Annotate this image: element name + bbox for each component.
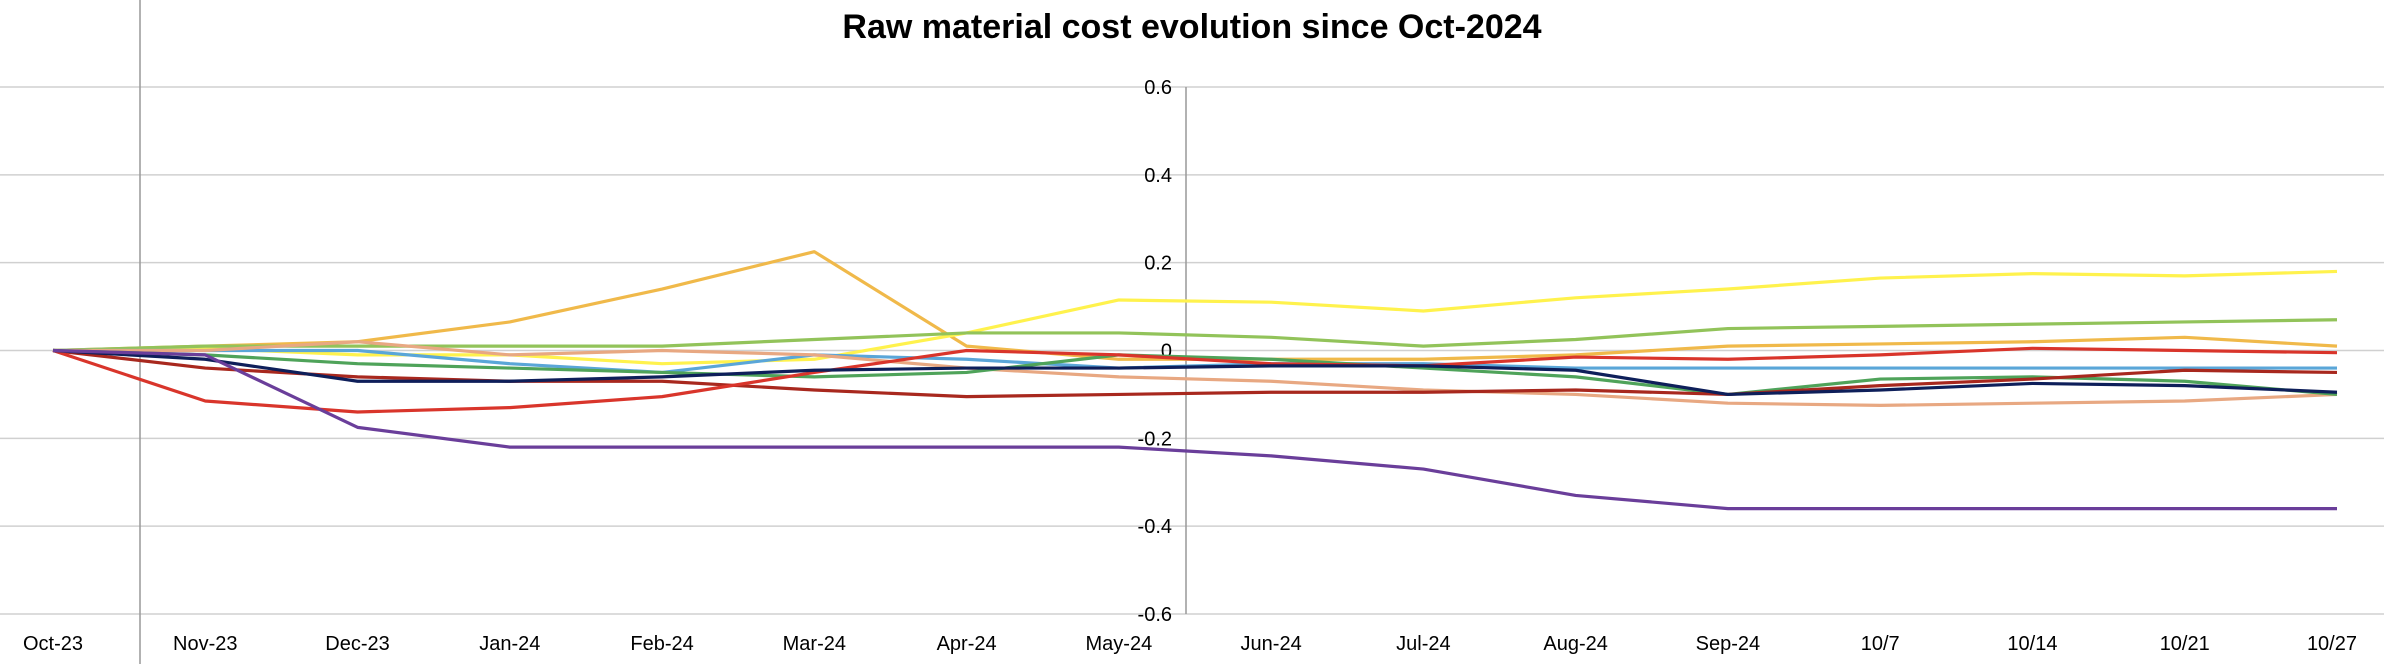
chart-title: Raw material cost evolution since Oct-20…	[842, 8, 1542, 46]
x-tick-label: Jun-24	[1241, 633, 1302, 655]
x-tick-label: Aug-24	[1543, 633, 1608, 655]
x-tick-label: Oct-23	[23, 633, 83, 655]
x-tick-label: 10/21	[2160, 633, 2210, 655]
y-tick-label: 0.6	[1144, 77, 1172, 99]
x-tick-label: Jul-24	[1396, 633, 1450, 655]
series-line-4	[53, 348, 2337, 375]
x-tick-label: Dec-23	[325, 633, 389, 655]
series-line-5	[53, 340, 2338, 407]
x-tick-label: Sep-24	[1696, 633, 1761, 655]
y-tick-label: -0.2	[1138, 428, 1172, 450]
series-line-3	[52, 318, 2338, 353]
series-line-8	[52, 346, 2338, 414]
series-line-6	[52, 348, 2338, 397]
x-tick-label: Nov-23	[173, 633, 237, 655]
x-tick-label: Jan-24	[479, 633, 540, 655]
y-tick-label: 0.4	[1144, 165, 1172, 187]
x-tick-label: 10/14	[2007, 633, 2057, 655]
series-line-7	[52, 348, 2338, 399]
x-tick-label: Mar-24	[783, 633, 846, 655]
x-tick-label: 10/7	[1861, 633, 1900, 655]
series-line-2	[52, 269, 2338, 366]
series-line-1	[52, 250, 2338, 361]
x-tick-label: May-24	[1086, 633, 1153, 655]
x-tick-label: 10/27	[2307, 633, 2357, 655]
y-tick-label: 0	[1161, 341, 1172, 363]
y-tick-label: -0.6	[1138, 604, 1172, 626]
series-line-9	[52, 348, 2338, 397]
y-tick-label: -0.4	[1138, 516, 1172, 538]
x-tick-label: Apr-24	[937, 633, 997, 655]
y-tick-label: 0.2	[1144, 253, 1172, 275]
series-line-10	[52, 348, 2337, 511]
x-tick-label: Feb-24	[630, 633, 693, 655]
